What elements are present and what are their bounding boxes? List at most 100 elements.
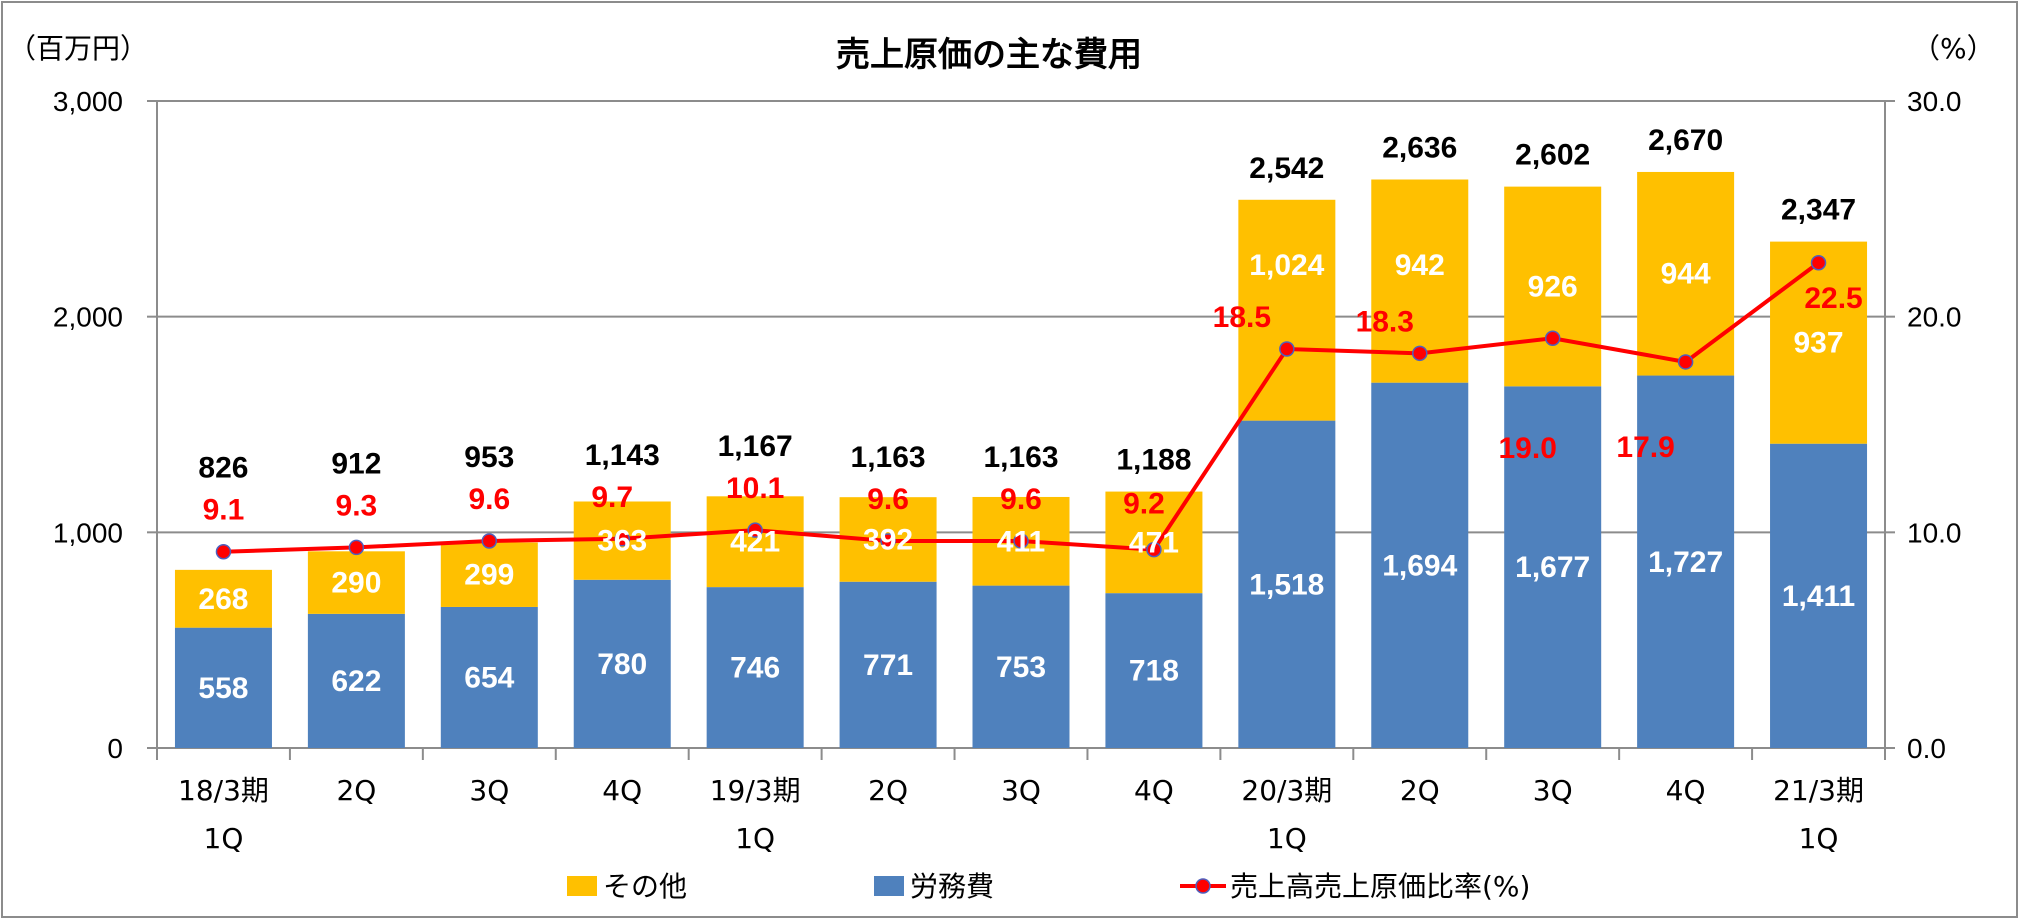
bar-other	[706, 496, 804, 588]
labor-value-label: 1,518	[1249, 568, 1324, 601]
ratio-value-label: 9.6	[867, 483, 909, 516]
x-tick-label: 18/3期	[178, 774, 269, 807]
legend-label-labor: 労務費	[910, 870, 994, 903]
ratio-point	[1677, 354, 1694, 370]
labor-value-label: 558	[198, 672, 248, 705]
bar-labor	[972, 585, 1070, 748]
other-value-label: 1,024	[1249, 249, 1324, 282]
ratio-point	[880, 533, 896, 549]
total-label: 2,636	[1382, 132, 1457, 165]
other-value-label: 411	[997, 525, 1045, 558]
labor-value-label: 1,694	[1382, 549, 1457, 582]
x-tick-label-line2: 1Q	[204, 822, 244, 855]
bar-labor	[839, 581, 937, 748]
bar-labor	[1504, 386, 1602, 748]
bar-labor	[174, 627, 272, 748]
ratio-point	[1013, 533, 1029, 549]
bar-other	[174, 569, 272, 628]
other-value-label: 268	[198, 583, 248, 616]
legend-swatch-other	[567, 876, 597, 896]
x-tick-label: 3Q	[469, 774, 509, 807]
bar-other	[1504, 186, 1602, 387]
ratio-value-label: 22.5	[1804, 282, 1862, 315]
x-tick-label: 4Q	[1134, 774, 1174, 807]
other-value-label: 421	[730, 526, 780, 559]
ratio-point	[747, 522, 763, 538]
bar-labor	[1105, 593, 1203, 748]
other-value-label: 299	[464, 559, 514, 592]
total-label: 2,602	[1515, 139, 1590, 172]
labor-value-label: 622	[331, 665, 381, 698]
labor-value-label: 753	[996, 651, 1046, 684]
ratio-point	[215, 543, 232, 560]
left-tick-label: 3,000	[53, 86, 123, 117]
labor-value-label: 654	[464, 661, 514, 694]
other-value-label: 290	[331, 567, 381, 600]
bar-labor	[573, 579, 671, 748]
chart-title: 売上原価の主な費用	[836, 35, 1142, 75]
left-tick-label: 0	[107, 733, 123, 764]
labor-value-label: 746	[730, 652, 780, 685]
ratio-point	[348, 539, 365, 556]
total-label: 1,167	[718, 430, 793, 463]
bar-labor	[1238, 420, 1336, 748]
ratio-point	[1544, 330, 1561, 346]
bar-other	[307, 551, 405, 614]
total-label: 1,188	[1116, 444, 1191, 477]
legend-label-ratio: 売上高売上原価比率(%)	[1230, 870, 1530, 903]
ratio-value-label: 9.6	[1000, 483, 1042, 516]
left-tick-label: 1,000	[53, 517, 123, 548]
total-label: 1,163	[983, 441, 1058, 474]
x-tick-label: 2Q	[1400, 774, 1440, 807]
other-value-label: 363	[597, 525, 647, 558]
ratio-value-label: 9.2	[1123, 488, 1165, 521]
left-tick-label: 2,000	[53, 302, 123, 333]
x-tick-label: 2Q	[868, 774, 908, 807]
bar-other	[440, 542, 538, 607]
total-label: 912	[331, 447, 381, 480]
ratio-value-label: 9.1	[203, 494, 245, 527]
ratio-point	[1146, 541, 1162, 558]
x-tick-label: 19/3期	[710, 774, 801, 807]
other-value-label: 926	[1528, 270, 1578, 303]
ratio-value-label: 9.7	[591, 481, 633, 514]
ratio-value-label: 9.3	[336, 489, 378, 522]
legend-marker-ratio	[1195, 878, 1211, 894]
labor-value-label: 718	[1129, 655, 1179, 688]
ratio-value-label: 18.3	[1356, 305, 1414, 338]
right-tick-label: 30.0	[1907, 86, 1962, 117]
ratio-point	[1810, 255, 1827, 271]
other-value-label: 392	[863, 523, 913, 556]
total-label: 2,542	[1249, 152, 1324, 185]
bar-labor	[706, 587, 804, 748]
total-label: 1,163	[851, 441, 926, 474]
x-tick-label-line2: 1Q	[1799, 822, 1839, 855]
x-tick-label: 2Q	[336, 774, 376, 807]
other-value-label: 942	[1395, 249, 1445, 282]
bar-labor	[1637, 375, 1735, 748]
ratio-point	[614, 531, 630, 547]
bar-labor	[440, 606, 538, 748]
labor-value-label: 771	[863, 649, 913, 682]
left-axis-unit: （百万円）	[8, 32, 148, 65]
x-tick-label-line2: 1Q	[1267, 822, 1307, 855]
other-value-label: 944	[1661, 258, 1711, 291]
ratio-point	[1412, 345, 1428, 362]
bar-other	[1637, 171, 1735, 376]
other-value-label: 471	[1129, 526, 1179, 559]
ratio-value-label: 17.9	[1616, 431, 1674, 464]
total-label: 953	[464, 441, 514, 474]
bar-other	[1770, 241, 1868, 444]
ratio-point	[481, 533, 498, 549]
ratio-value-label: 19.0	[1498, 432, 1556, 465]
x-tick-label-line2: 1Q	[735, 822, 775, 855]
ratio-value-label: 18.5	[1213, 301, 1271, 334]
labor-value-label: 1,411	[1782, 580, 1855, 613]
legend-label-other: その他	[603, 870, 687, 903]
bar-labor	[1371, 382, 1469, 748]
bar-labor	[307, 613, 405, 748]
total-label: 826	[198, 452, 248, 485]
x-tick-label: 21/3期	[1773, 774, 1864, 807]
